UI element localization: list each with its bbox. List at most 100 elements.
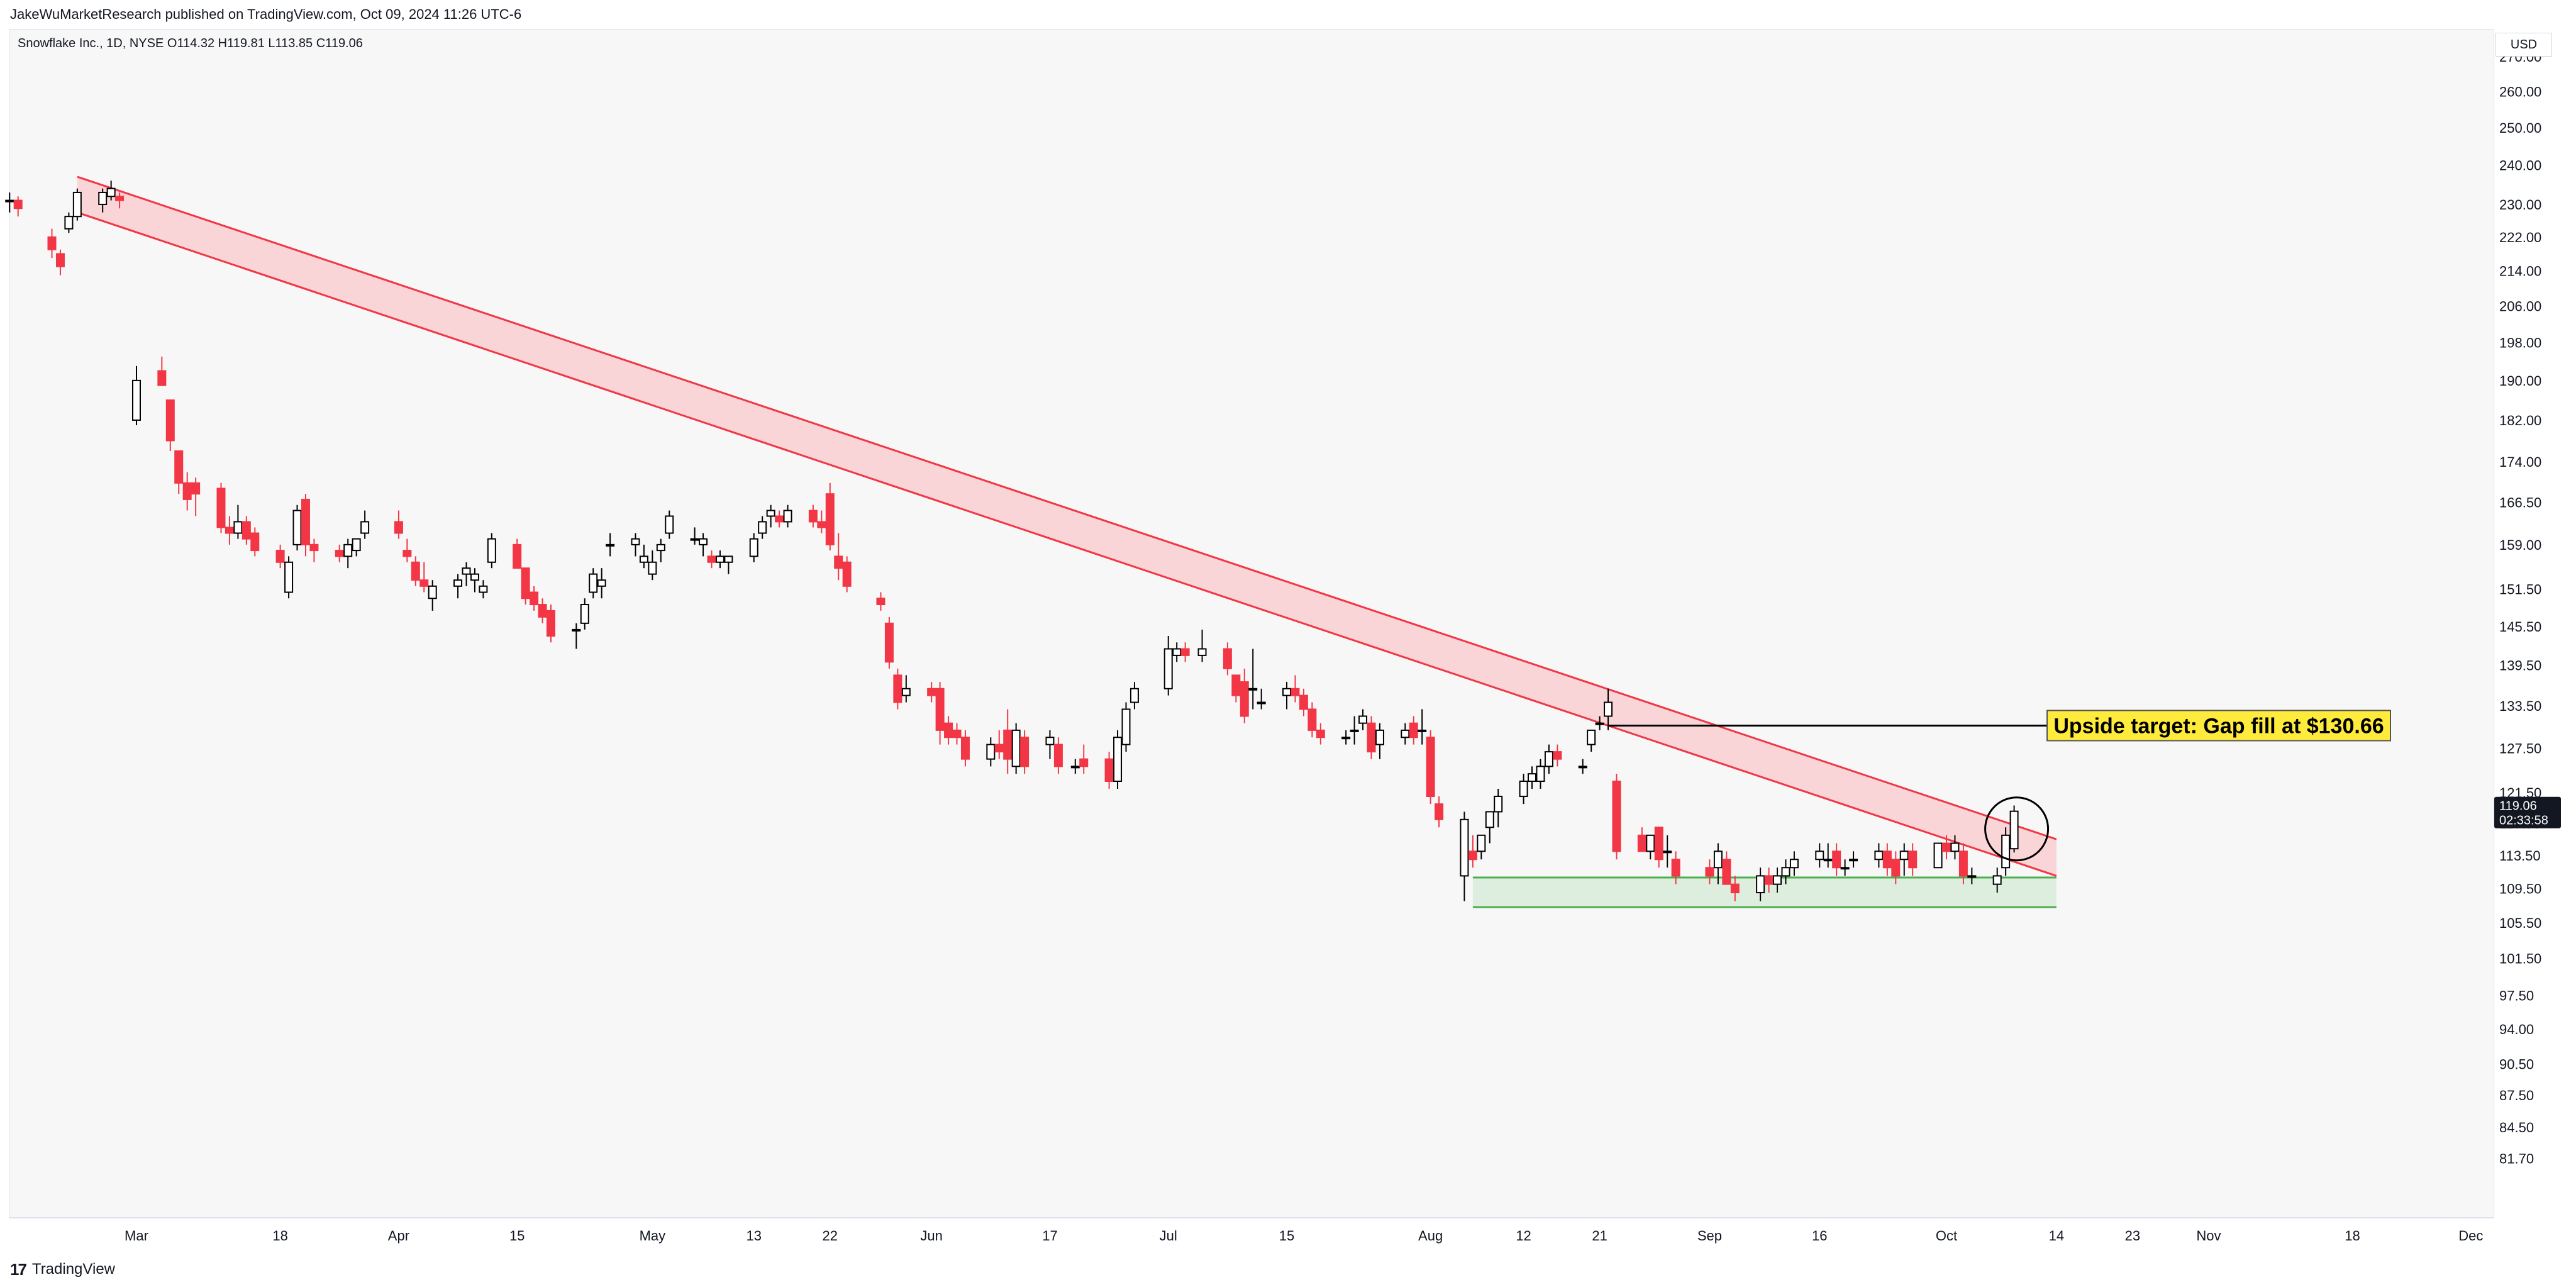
candle-body (453, 579, 463, 587)
candle-body (1578, 766, 1587, 769)
candle-body (1070, 766, 1080, 769)
candle-body (1418, 729, 1427, 732)
candle-body (462, 567, 471, 575)
chart-pane[interactable] (9, 29, 2494, 1218)
candle-body (986, 744, 996, 760)
candle-body (1113, 737, 1123, 782)
candle-body (513, 543, 522, 569)
candle-body (55, 253, 65, 267)
tradingview-logo-icon: 17 (10, 1260, 27, 1279)
candle-body (952, 729, 962, 738)
price-axis[interactable] (2494, 29, 2576, 1218)
candle-body (724, 555, 733, 563)
time-tick-label: 23 (2125, 1228, 2140, 1244)
candle-body (1587, 729, 1596, 745)
candle-body (546, 610, 555, 637)
candle-body (648, 561, 657, 575)
candle-body (1663, 850, 1672, 854)
candle-body (1773, 875, 1782, 885)
candle-body (360, 521, 370, 534)
candle-body (165, 399, 175, 442)
time-tick-label: 13 (747, 1228, 762, 1244)
candle-body (876, 598, 886, 606)
time-axis[interactable] (9, 1218, 2494, 1252)
tradingview-logo-text: TradingView (31, 1261, 115, 1278)
candle-body (1950, 842, 1960, 852)
price-tick-label: 94.00 (2499, 1022, 2534, 1037)
time-tick-label: Nov (2196, 1228, 2221, 1244)
candle-body (394, 521, 403, 534)
candle-body (1553, 751, 1562, 760)
currency-button[interactable]: USD (2496, 33, 2552, 57)
candle-body (944, 722, 953, 738)
price-tick-label: 87.50 (2499, 1088, 2534, 1103)
candle-body (927, 688, 936, 696)
candle-body (191, 482, 201, 495)
price-tick-label: 222.00 (2499, 230, 2541, 245)
candle-body (1341, 737, 1351, 740)
candle-body (589, 573, 598, 593)
price-tick-label: 174.00 (2499, 454, 2541, 470)
price-tick-label: 97.50 (2499, 988, 2534, 1003)
candle-body (656, 543, 665, 552)
candle-body (521, 567, 530, 599)
candle-body (1891, 859, 1901, 877)
candle-body (1849, 859, 1858, 862)
symbol-legend: Snowflake Inc., 1D, NYSE O114.32 H119.81… (18, 36, 363, 50)
price-tick-label: 81.70 (2499, 1150, 2534, 1166)
candle-body (2001, 834, 2011, 869)
candle-body (115, 196, 125, 201)
candle-body (842, 561, 852, 587)
candle-body (1350, 729, 1359, 732)
candle-body (606, 543, 615, 547)
candle-body (428, 585, 437, 599)
price-tick-label: 250.00 (2499, 120, 2541, 136)
candle-body (182, 482, 192, 500)
candle-body (1536, 766, 1545, 782)
candle-body (1231, 674, 1241, 696)
candle-body (1248, 688, 1258, 691)
candle-body (479, 585, 488, 593)
candle-body (1045, 737, 1055, 745)
candle-body (572, 628, 581, 632)
candle-body (580, 604, 589, 624)
candle-body (1967, 875, 1977, 878)
time-tick-label: Sep (1697, 1228, 1722, 1244)
candle-body (1789, 859, 1799, 869)
candle-body (2009, 810, 2019, 850)
resistance-channel-lower-line (77, 211, 2057, 877)
candle-body (639, 555, 648, 563)
candle-body (749, 538, 758, 557)
candle-body (1409, 722, 1418, 738)
annotation-text: Upside target: Gap fill at $130.66 (2053, 714, 2384, 738)
price-tick-label: 166.50 (2499, 494, 2541, 510)
candle-body (1882, 850, 1892, 869)
candle-body (766, 510, 775, 517)
time-tick-label: 14 (2049, 1228, 2064, 1244)
time-tick-label: Oct (1936, 1228, 1957, 1244)
price-tick-label: 105.50 (2499, 915, 2541, 931)
candle-body (1756, 875, 1765, 894)
candle-body (707, 555, 716, 563)
candle-body (775, 515, 784, 523)
price-tick-label: 90.50 (2499, 1057, 2534, 1072)
time-tick-label: Apr (388, 1228, 409, 1244)
price-tick-label: 214.00 (2499, 264, 2541, 279)
candle-body (1781, 867, 1790, 877)
candle-body (834, 555, 843, 569)
candle-body (1299, 694, 1308, 710)
candle-body (1958, 850, 1968, 877)
candle-body (1121, 708, 1131, 745)
time-tick-label: 16 (1812, 1228, 1827, 1244)
candle-body (893, 674, 902, 703)
candle-body (530, 591, 539, 606)
candle-body (1172, 648, 1182, 656)
candle-body (1705, 867, 1714, 877)
tradingview-footer[interactable]: 17 TradingView (10, 1257, 115, 1282)
candle-body (597, 579, 606, 587)
candle-body (1764, 875, 1774, 885)
candle-body (1426, 737, 1435, 798)
time-tick-label: Mar (125, 1228, 148, 1244)
time-tick-label: Jul (1160, 1228, 1177, 1244)
